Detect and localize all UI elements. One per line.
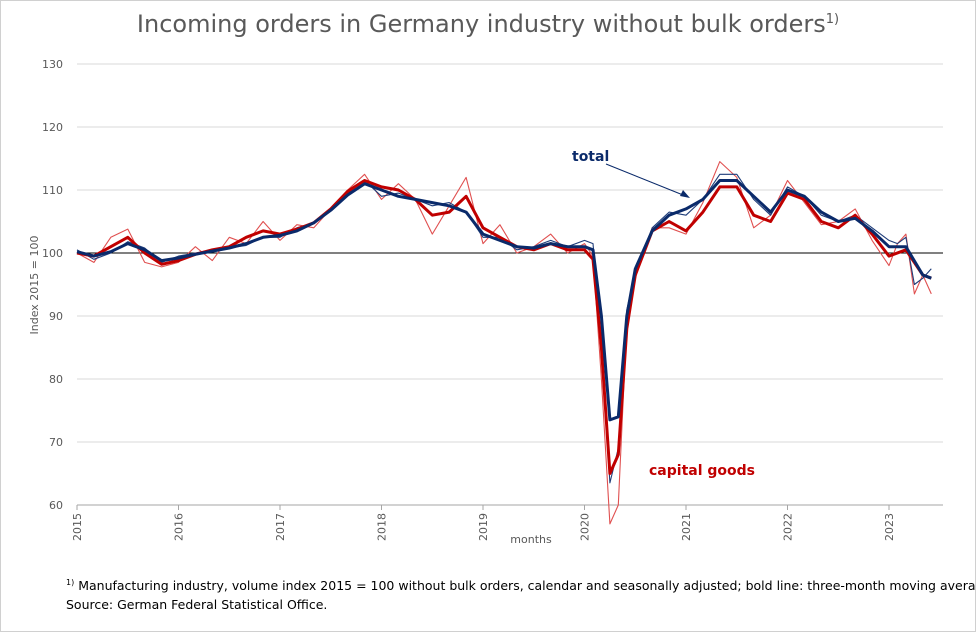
y-tick-label: 80 [49,373,63,386]
chart-footnote: 1) Manufacturing industry, volume index … [66,573,976,614]
x-tick-label: 2015 [71,513,84,541]
y-tick-label: 60 [49,499,63,512]
x-tick-label: 2021 [680,513,693,541]
chart-series-lines [76,161,932,525]
x-tick-label: 2022 [782,513,795,541]
chart-title-footnote-marker: 1) [825,12,840,27]
x-tick-label: 2017 [274,513,287,541]
y-axis-ticks: 60 70 80 90 100 110 120 130 [42,58,63,512]
footnote-line-1: 1) Manufacturing industry, volume index … [66,573,976,595]
total-annotation-arrowhead [680,190,690,198]
y-tick-label: 130 [42,58,63,71]
capital-goods-annotation: capital goods [649,463,755,479]
series-line-total-monthly [76,173,932,484]
y-tick-label: 90 [49,310,63,323]
y-axis-label: Index 2015 = 100 [28,236,41,335]
x-axis-ticks: 2015 2016 2017 2018 2019 2020 2021 2022 2023 [71,505,896,541]
y-tick-label: 110 [42,184,63,197]
x-tick-label: 2016 [173,513,186,541]
series-line-capital-goods-moving-average [76,179,932,475]
chart-title-text: Incoming orders in Germany industry with… [136,10,826,38]
y-tick-label: 120 [42,121,63,134]
total-annotation-arrow-line [605,163,689,198]
footnote-marker: 1) [66,578,75,587]
y-tick-label: 100 [42,247,63,260]
footnote-source: Source: German Federal Statistical Offic… [66,597,328,613]
x-tick-label: 2018 [376,513,389,541]
series-line-capital-goods-monthly [76,161,932,525]
footnote-text: Manufacturing industry, volume index 201… [78,578,976,594]
chart-gridlines [77,63,943,506]
x-tick-label: 2019 [477,513,490,541]
y-tick-label: 70 [49,436,63,449]
x-tick-label: 2020 [579,513,592,541]
chart-title: Incoming orders in Germany industry with… [0,10,976,38]
x-tick-label: 2023 [883,513,896,541]
x-axis-label: months [510,533,552,546]
total-annotation: total [572,149,609,165]
series-line-total-moving-average [76,179,932,422]
